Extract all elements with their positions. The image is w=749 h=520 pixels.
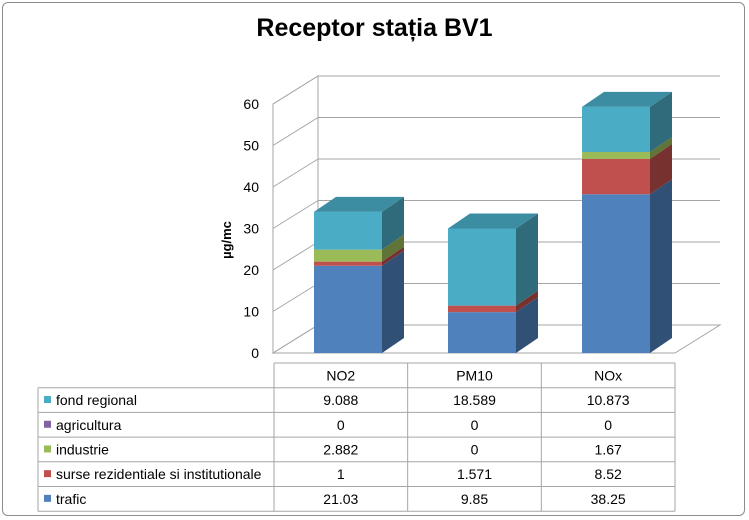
- bar-segment-no2-front: [314, 261, 382, 266]
- y-tick-label: 40: [243, 179, 259, 195]
- legend-label: agricultura: [56, 417, 122, 433]
- x-tick-label: NOx: [594, 367, 622, 383]
- legend-swatch: [44, 396, 51, 404]
- bar-segment-no2-side: [382, 234, 404, 262]
- legend-swatch: [44, 420, 51, 428]
- data-label: 1.571: [457, 466, 492, 482]
- legend-label: surse rezidentiale si institutionale: [56, 466, 262, 482]
- bar-segment-pm10-side: [516, 297, 538, 353]
- gridline-depth: [272, 117, 319, 146]
- bar-segment-nox-front: [582, 106, 650, 152]
- gridline-depth: [272, 200, 319, 229]
- legend-swatch: [44, 470, 51, 478]
- x-tick-label: PM10: [456, 367, 493, 383]
- data-label: 9.088: [323, 392, 358, 408]
- legend-label: fond regional: [56, 392, 137, 408]
- data-label: 38.25: [591, 491, 626, 507]
- bar-segment-pm10-side: [516, 290, 538, 313]
- gridline-depth: [272, 241, 319, 271]
- bar-top-pm10: [448, 213, 538, 229]
- legend-swatch: [44, 445, 51, 453]
- y-tick-label: 20: [243, 262, 259, 278]
- data-label: 1: [337, 466, 345, 482]
- legend-swatch: [44, 494, 51, 502]
- data-label: 0: [471, 417, 479, 433]
- bar-segment-no2-side: [382, 196, 404, 250]
- legend-label: trafic: [56, 491, 86, 507]
- data-label: 0: [337, 417, 345, 433]
- bar-segment-nox-front: [582, 151, 650, 159]
- y-axis-label: µg/mc: [219, 221, 234, 259]
- gridline-depth: [272, 75, 319, 105]
- y-tick-label: 0: [251, 345, 259, 361]
- bar-segment-no2-front: [314, 249, 382, 262]
- bar-segment-nox-side: [650, 179, 672, 353]
- data-label: 8.52: [595, 466, 622, 482]
- data-label: 18.589: [453, 392, 496, 408]
- bar-segment-pm10-front: [448, 228, 516, 306]
- bar-segment-no2-side: [382, 246, 404, 266]
- bar-segment-pm10-front: [448, 312, 516, 353]
- y-tick-label: 30: [243, 221, 259, 237]
- y-tick-label: 50: [243, 138, 259, 154]
- bar-segment-nox-side: [650, 143, 672, 195]
- data-label: 1.67: [595, 441, 622, 457]
- bar-segment-no2-front: [314, 211, 382, 250]
- bar-top-no2: [314, 196, 404, 212]
- bar-segment-pm10-side: [516, 213, 538, 306]
- bar-segment-no2-front: [314, 265, 382, 353]
- y-tick-label: 10: [243, 304, 259, 320]
- data-label: 0: [604, 417, 612, 433]
- legend-label: industrie: [56, 441, 109, 457]
- bar-top-nox: [582, 91, 672, 107]
- data-label: 2.882: [323, 441, 358, 457]
- bar-segment-nox-front: [582, 158, 650, 195]
- gridline-depth: [272, 158, 319, 188]
- bar-segment-nox-side: [650, 136, 672, 159]
- gridline-depth: [272, 283, 319, 312]
- bar-segment-no2-side: [382, 250, 404, 353]
- gridline-depth: [272, 324, 319, 354]
- bar-segment-nox-side: [650, 91, 672, 152]
- data-label: 0: [471, 441, 479, 457]
- bar-segment-pm10-front: [448, 305, 516, 313]
- data-label: 9.85: [461, 491, 488, 507]
- data-label: 21.03: [323, 491, 358, 507]
- chart-title: Receptor stația BV1: [256, 14, 493, 42]
- y-tick-label: 60: [243, 96, 259, 112]
- data-label: 10.873: [587, 392, 630, 408]
- x-tick-label: NO2: [326, 367, 355, 383]
- bar-segment-nox-front: [582, 194, 650, 353]
